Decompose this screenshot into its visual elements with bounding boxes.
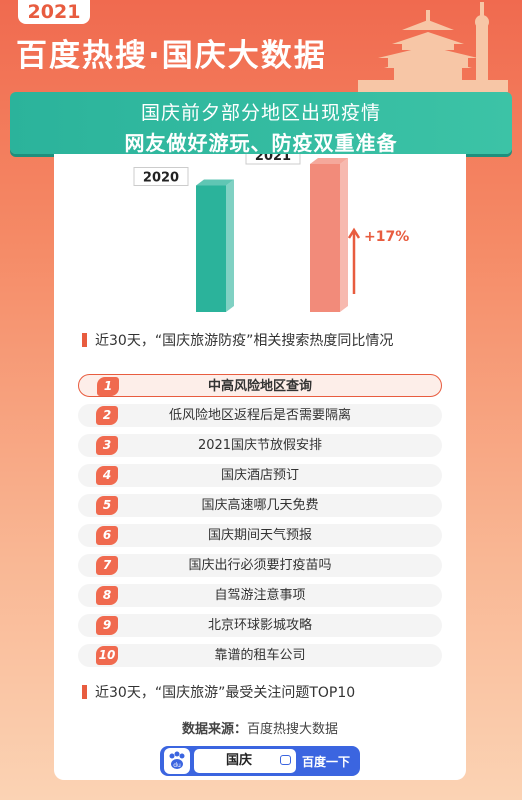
camera-icon[interactable] [280,755,291,765]
rank-text: 2021国庆节放假安排 [197,438,323,453]
bar-2020 [196,179,234,312]
rank-number: 4 [96,466,118,485]
source-value: 百度热搜大数据 [247,722,339,737]
search-button[interactable]: 百度一下 [302,754,351,769]
content-card: 2020 2021 +17% 近30天，“国庆旅游防疫”相关搜索热度同比情况 1 中高… [54,154,466,780]
search-input[interactable]: 国庆 [194,749,296,773]
rank-number: 6 [96,526,118,545]
chart-caption: 近30天，“国庆旅游防疫”相关搜索热度同比情况 [82,330,393,350]
category-label-box [245,154,301,165]
bar-2021 [310,158,348,312]
source-label: 数据来源： [181,722,247,737]
baidu-paw-logo-icon: du [164,748,190,774]
list-item[interactable]: 4 国庆酒店预订 [78,464,442,487]
list-item[interactable]: 7 国庆出行必须要打疫苗吗 [78,554,442,577]
category-label: 2020 [143,171,179,186]
chart-caption-text: 近30天，“国庆旅游防疫”相关搜索热度同比情况 [95,333,394,349]
temple-illustration-icon [358,2,508,92]
subtitle-line-1: 国庆前夕部分地区出现疫情 [140,102,381,124]
list-item[interactable]: 9 北京环球影城攻略 [78,614,442,637]
list-item[interactable]: 3 2021国庆节放假安排 [78,434,442,457]
top10-list: 1 中高风险地区查询 2 低风险地区返程后是否需要隔离 3 2021国庆节放假安排 4 国庆酒… [78,374,442,674]
rank-number: 7 [96,556,118,575]
rank-number: 9 [96,616,118,635]
ranking-caption: 近30天，“国庆旅游”最受关注问题TOP10 [82,682,355,702]
rank-text: 国庆期间天气预报 [207,528,312,543]
caption-marker [82,333,87,347]
growth-annotation: +17% [364,229,409,245]
comparison-bar-chart: 2020 2021 +17% [133,154,409,312]
rank-number: 5 [96,496,118,515]
list-item[interactable]: 5 国庆高速哪几天免费 [78,494,442,517]
page-title: 百度热搜·国庆大数据 [16,38,327,74]
search-query: 国庆 [226,753,253,768]
logo-text: du [173,762,181,769]
year-tag: 2021 [18,0,90,24]
list-item[interactable]: 6 国庆期间天气预报 [78,524,442,547]
rank-text: 靠谱的租车公司 [214,648,306,663]
list-item[interactable]: 10 靠谱的租车公司 [78,644,442,667]
data-source: 数据来源：百度热搜大数据 [54,718,466,737]
list-item[interactable]: 8 自驾游注意事项 [78,584,442,607]
rank-number: 10 [96,646,118,665]
category-label: 2021 [255,154,291,164]
subtitle-line-2: 网友做好游玩、防疫双重准备 [124,131,398,155]
rank-text: 自驾游注意事项 [214,588,306,603]
list-item[interactable]: 1 中高风险地区查询 [78,374,442,397]
list-item[interactable]: 2 低风险地区返程后是否需要隔离 [78,404,442,427]
ranking-caption-text: 近30天，“国庆旅游”最受关注问题TOP10 [95,685,356,701]
rank-text: 国庆酒店预订 [220,468,299,483]
rank-text: 低风险地区返程后是否需要隔离 [168,408,351,423]
rank-number: 2 [96,406,118,425]
rank-text: 国庆出行必须要打疫苗吗 [188,558,332,573]
caption-marker [82,685,87,699]
category-label-box [133,167,189,187]
rank-text: 中高风险地区查询 [207,379,312,394]
up-arrow-icon [347,227,361,294]
rank-number: 1 [97,377,119,396]
rank-text: 国庆高速哪几天免费 [201,498,319,513]
subtitle-banner: 国庆前夕部分地区出现疫情 网友做好游玩、防疫双重准备 [10,92,512,155]
baidu-search-bar[interactable]: du 国庆 百度一下 [160,746,360,776]
rank-text: 北京环球影城攻略 [207,618,312,633]
rank-number: 8 [96,586,118,605]
rank-number: 3 [96,436,118,455]
